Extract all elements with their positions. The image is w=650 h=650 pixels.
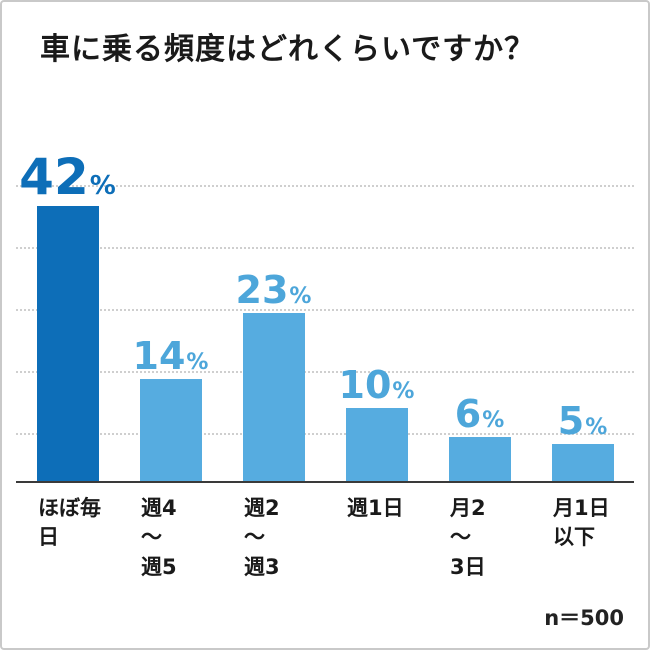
percent-sign: % xyxy=(289,284,312,309)
chart-title: 車に乗る頻度はどれくらいですか？ xyxy=(40,32,536,67)
category-label: ほぼ毎日 xyxy=(38,496,101,550)
gridline xyxy=(16,433,634,435)
bar xyxy=(242,313,305,481)
bar-value-label: 5 % xyxy=(558,402,608,440)
bar-value-label: 10 % xyxy=(339,366,415,404)
category-axis: ほぼ毎日 週4 ～ 週5 週2 ～ 週3 週1日 月2 ～ 3日 月1日 以下 xyxy=(16,494,634,582)
gridline xyxy=(16,371,634,373)
bar-value-label: 42 % xyxy=(19,152,116,202)
gridline xyxy=(16,247,634,249)
percent-sign: % xyxy=(186,350,209,375)
bar-value-label: 23 % xyxy=(236,271,312,309)
bar-value-label: 6 % xyxy=(455,395,505,433)
percent-sign: % xyxy=(585,415,608,440)
bar-group: 6 % xyxy=(428,152,531,481)
gridline xyxy=(16,309,634,311)
percent-sign: % xyxy=(392,379,415,404)
sample-size: n＝500 xyxy=(544,606,624,630)
category-label: 週2 ～ 週3 xyxy=(244,496,280,579)
bar xyxy=(551,444,614,481)
category-label: 月2 ～ 3日 xyxy=(450,496,486,579)
bar-group: 23 % xyxy=(222,152,325,481)
bar-group: 10 % xyxy=(325,152,428,481)
percent-sign: % xyxy=(482,408,505,433)
bar-series: 42 % 14 % 23 % 10 xyxy=(16,152,634,481)
category-label: 週4 ～ 週5 xyxy=(141,496,177,579)
bar-value: 42 xyxy=(19,148,89,206)
bar xyxy=(139,379,202,481)
percent-sign: % xyxy=(89,171,116,201)
category-label: 週1日 xyxy=(347,496,404,520)
bar-value: 23 xyxy=(235,268,289,312)
bar-chart-plot-area: 42 % 14 % 23 % 10 xyxy=(16,152,634,483)
bar-value: 6 xyxy=(454,392,482,436)
gridline xyxy=(16,185,634,187)
category-label: 月1日 以下 xyxy=(553,496,610,550)
bar xyxy=(345,408,408,481)
bar-value: 5 xyxy=(557,399,585,443)
bar-group: 42 % xyxy=(16,152,119,481)
bar xyxy=(36,206,99,481)
bar-value: 14 xyxy=(132,334,186,378)
bar xyxy=(448,437,511,481)
bar-group: 5 % xyxy=(531,152,634,481)
bar-group: 14 % xyxy=(119,152,222,481)
bar-value-label: 14 % xyxy=(133,337,209,375)
bar-value: 10 xyxy=(338,363,392,407)
